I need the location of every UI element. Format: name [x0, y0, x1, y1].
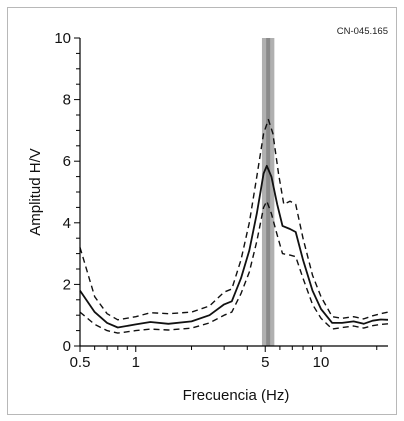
- x-tick-label: 0.5: [70, 354, 91, 371]
- x-axis-title: Frecuencia (Hz): [183, 387, 290, 404]
- x-tick-label: 5: [261, 354, 269, 371]
- y-tick-label: 4: [63, 215, 71, 232]
- y-tick-label: 8: [63, 92, 71, 109]
- y-tick-label: 10: [54, 30, 71, 47]
- std-dev-curve-2: [79, 200, 389, 334]
- mean-hv-curve: [79, 164, 389, 329]
- y-tick-label: 0: [63, 338, 71, 355]
- y-axis-title: Amplitud H/V: [27, 148, 44, 236]
- x-tick-label: 10: [313, 354, 330, 371]
- y-tick-label: 2: [63, 276, 71, 293]
- chart-frame: [7, 7, 397, 415]
- chart-annotation: CN-045.165: [337, 26, 388, 37]
- y-tick-label: 6: [63, 153, 71, 170]
- x-tick-label: 1: [132, 354, 140, 371]
- std-dev-curve-1: [79, 118, 389, 321]
